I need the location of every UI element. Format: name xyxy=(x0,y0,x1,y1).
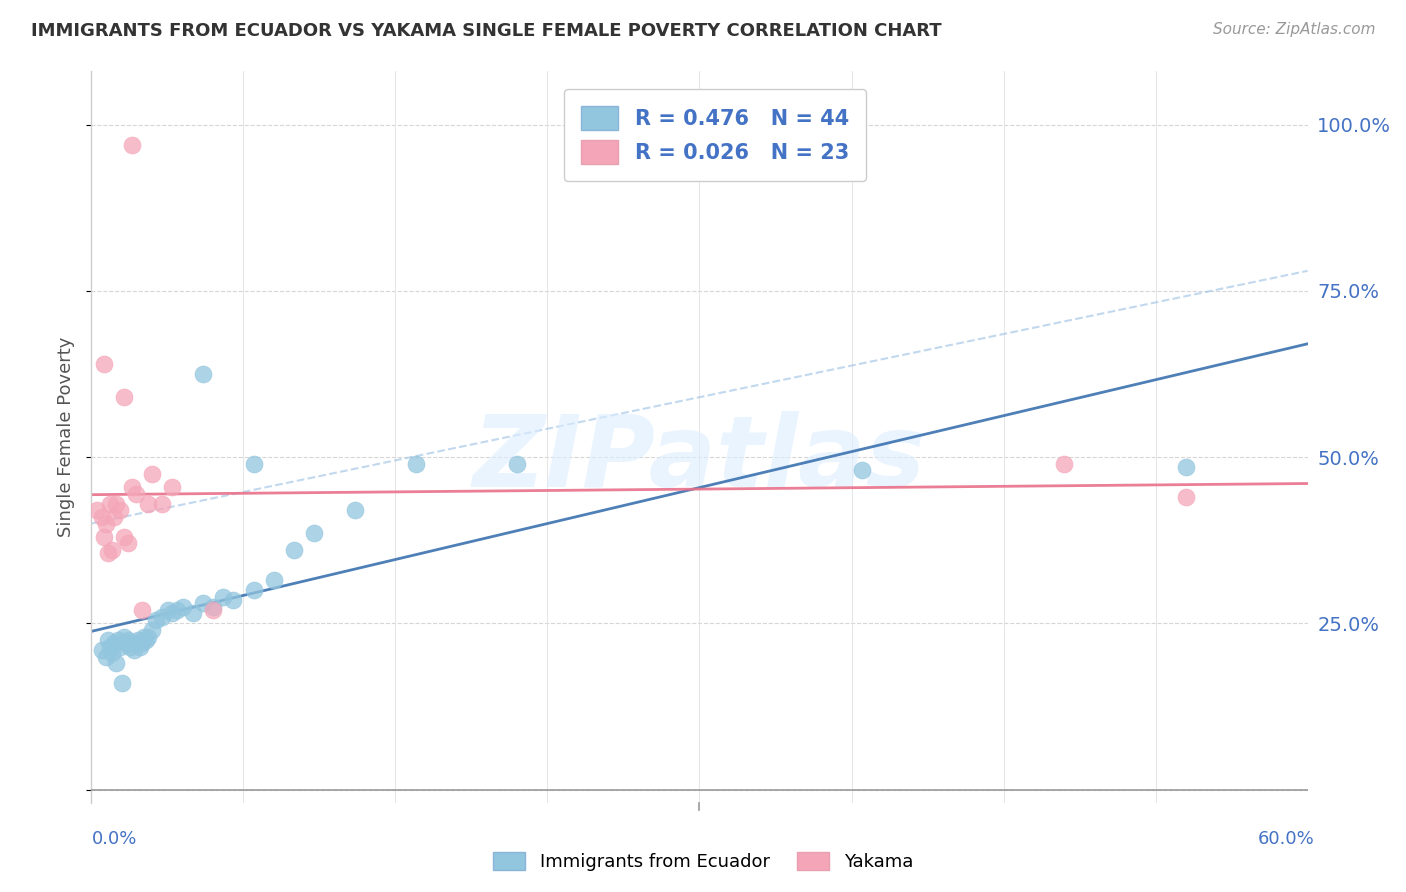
Point xyxy=(112,630,135,644)
Point xyxy=(1053,457,1076,471)
Text: ZIPatlas: ZIPatlas xyxy=(472,410,927,508)
Point xyxy=(263,573,285,587)
Point xyxy=(150,497,173,511)
Legend: Immigrants from Ecuador, Yakama: Immigrants from Ecuador, Yakama xyxy=(485,845,921,879)
Point xyxy=(181,607,204,621)
Point xyxy=(107,632,129,647)
Point xyxy=(104,656,127,670)
Point xyxy=(283,543,305,558)
Legend: R = 0.476   N = 44, R = 0.026   N = 23: R = 0.476 N = 44, R = 0.026 N = 23 xyxy=(564,89,866,181)
Point xyxy=(127,632,149,647)
Point xyxy=(112,530,135,544)
Point xyxy=(343,503,366,517)
Point xyxy=(129,640,152,654)
Point xyxy=(98,640,121,654)
Point xyxy=(104,497,127,511)
Point xyxy=(108,640,131,654)
Point xyxy=(136,630,159,644)
Point xyxy=(1175,460,1198,475)
Point xyxy=(103,509,125,524)
Point xyxy=(1175,490,1198,504)
Point xyxy=(157,603,180,617)
Point xyxy=(851,463,873,477)
Point xyxy=(222,593,245,607)
Point xyxy=(108,503,131,517)
Point xyxy=(121,480,143,494)
Point xyxy=(117,536,139,550)
Point xyxy=(122,643,145,657)
Y-axis label: Single Female Poverty: Single Female Poverty xyxy=(58,337,76,537)
Point xyxy=(202,603,225,617)
Point xyxy=(162,480,184,494)
Text: 60.0%: 60.0% xyxy=(1258,830,1315,847)
Point xyxy=(117,632,139,647)
Point xyxy=(125,636,148,650)
Point xyxy=(121,636,143,650)
Point xyxy=(131,603,153,617)
Point xyxy=(125,486,148,500)
Text: 0.0%: 0.0% xyxy=(91,830,136,847)
Point xyxy=(506,457,529,471)
Point xyxy=(242,457,264,471)
Point xyxy=(162,607,184,621)
Point xyxy=(121,137,143,152)
Point xyxy=(172,599,194,614)
Point xyxy=(97,632,120,647)
Point xyxy=(103,636,125,650)
Point xyxy=(100,543,122,558)
Point xyxy=(93,530,115,544)
Point xyxy=(98,497,121,511)
Point xyxy=(141,467,163,481)
Point xyxy=(118,640,141,654)
Point xyxy=(145,613,167,627)
Point xyxy=(212,590,235,604)
Point xyxy=(202,599,225,614)
Point xyxy=(191,596,214,610)
Point xyxy=(136,497,159,511)
Point xyxy=(405,457,427,471)
Point xyxy=(115,636,138,650)
Point xyxy=(100,646,122,660)
Point xyxy=(132,630,155,644)
Point xyxy=(111,676,134,690)
Text: IMMIGRANTS FROM ECUADOR VS YAKAMA SINGLE FEMALE POVERTY CORRELATION CHART: IMMIGRANTS FROM ECUADOR VS YAKAMA SINGLE… xyxy=(31,22,942,40)
Point xyxy=(131,636,153,650)
Point xyxy=(242,582,264,597)
Point xyxy=(94,516,117,531)
Point xyxy=(94,649,117,664)
Text: Source: ZipAtlas.com: Source: ZipAtlas.com xyxy=(1212,22,1375,37)
Point xyxy=(93,357,115,371)
Point xyxy=(86,503,108,517)
Point xyxy=(112,390,135,404)
Point xyxy=(191,367,214,381)
Point xyxy=(304,526,326,541)
Point xyxy=(141,623,163,637)
Point xyxy=(97,546,120,560)
Point xyxy=(166,603,188,617)
Point xyxy=(90,509,112,524)
Point xyxy=(90,643,112,657)
Point xyxy=(135,632,157,647)
Point xyxy=(150,609,173,624)
